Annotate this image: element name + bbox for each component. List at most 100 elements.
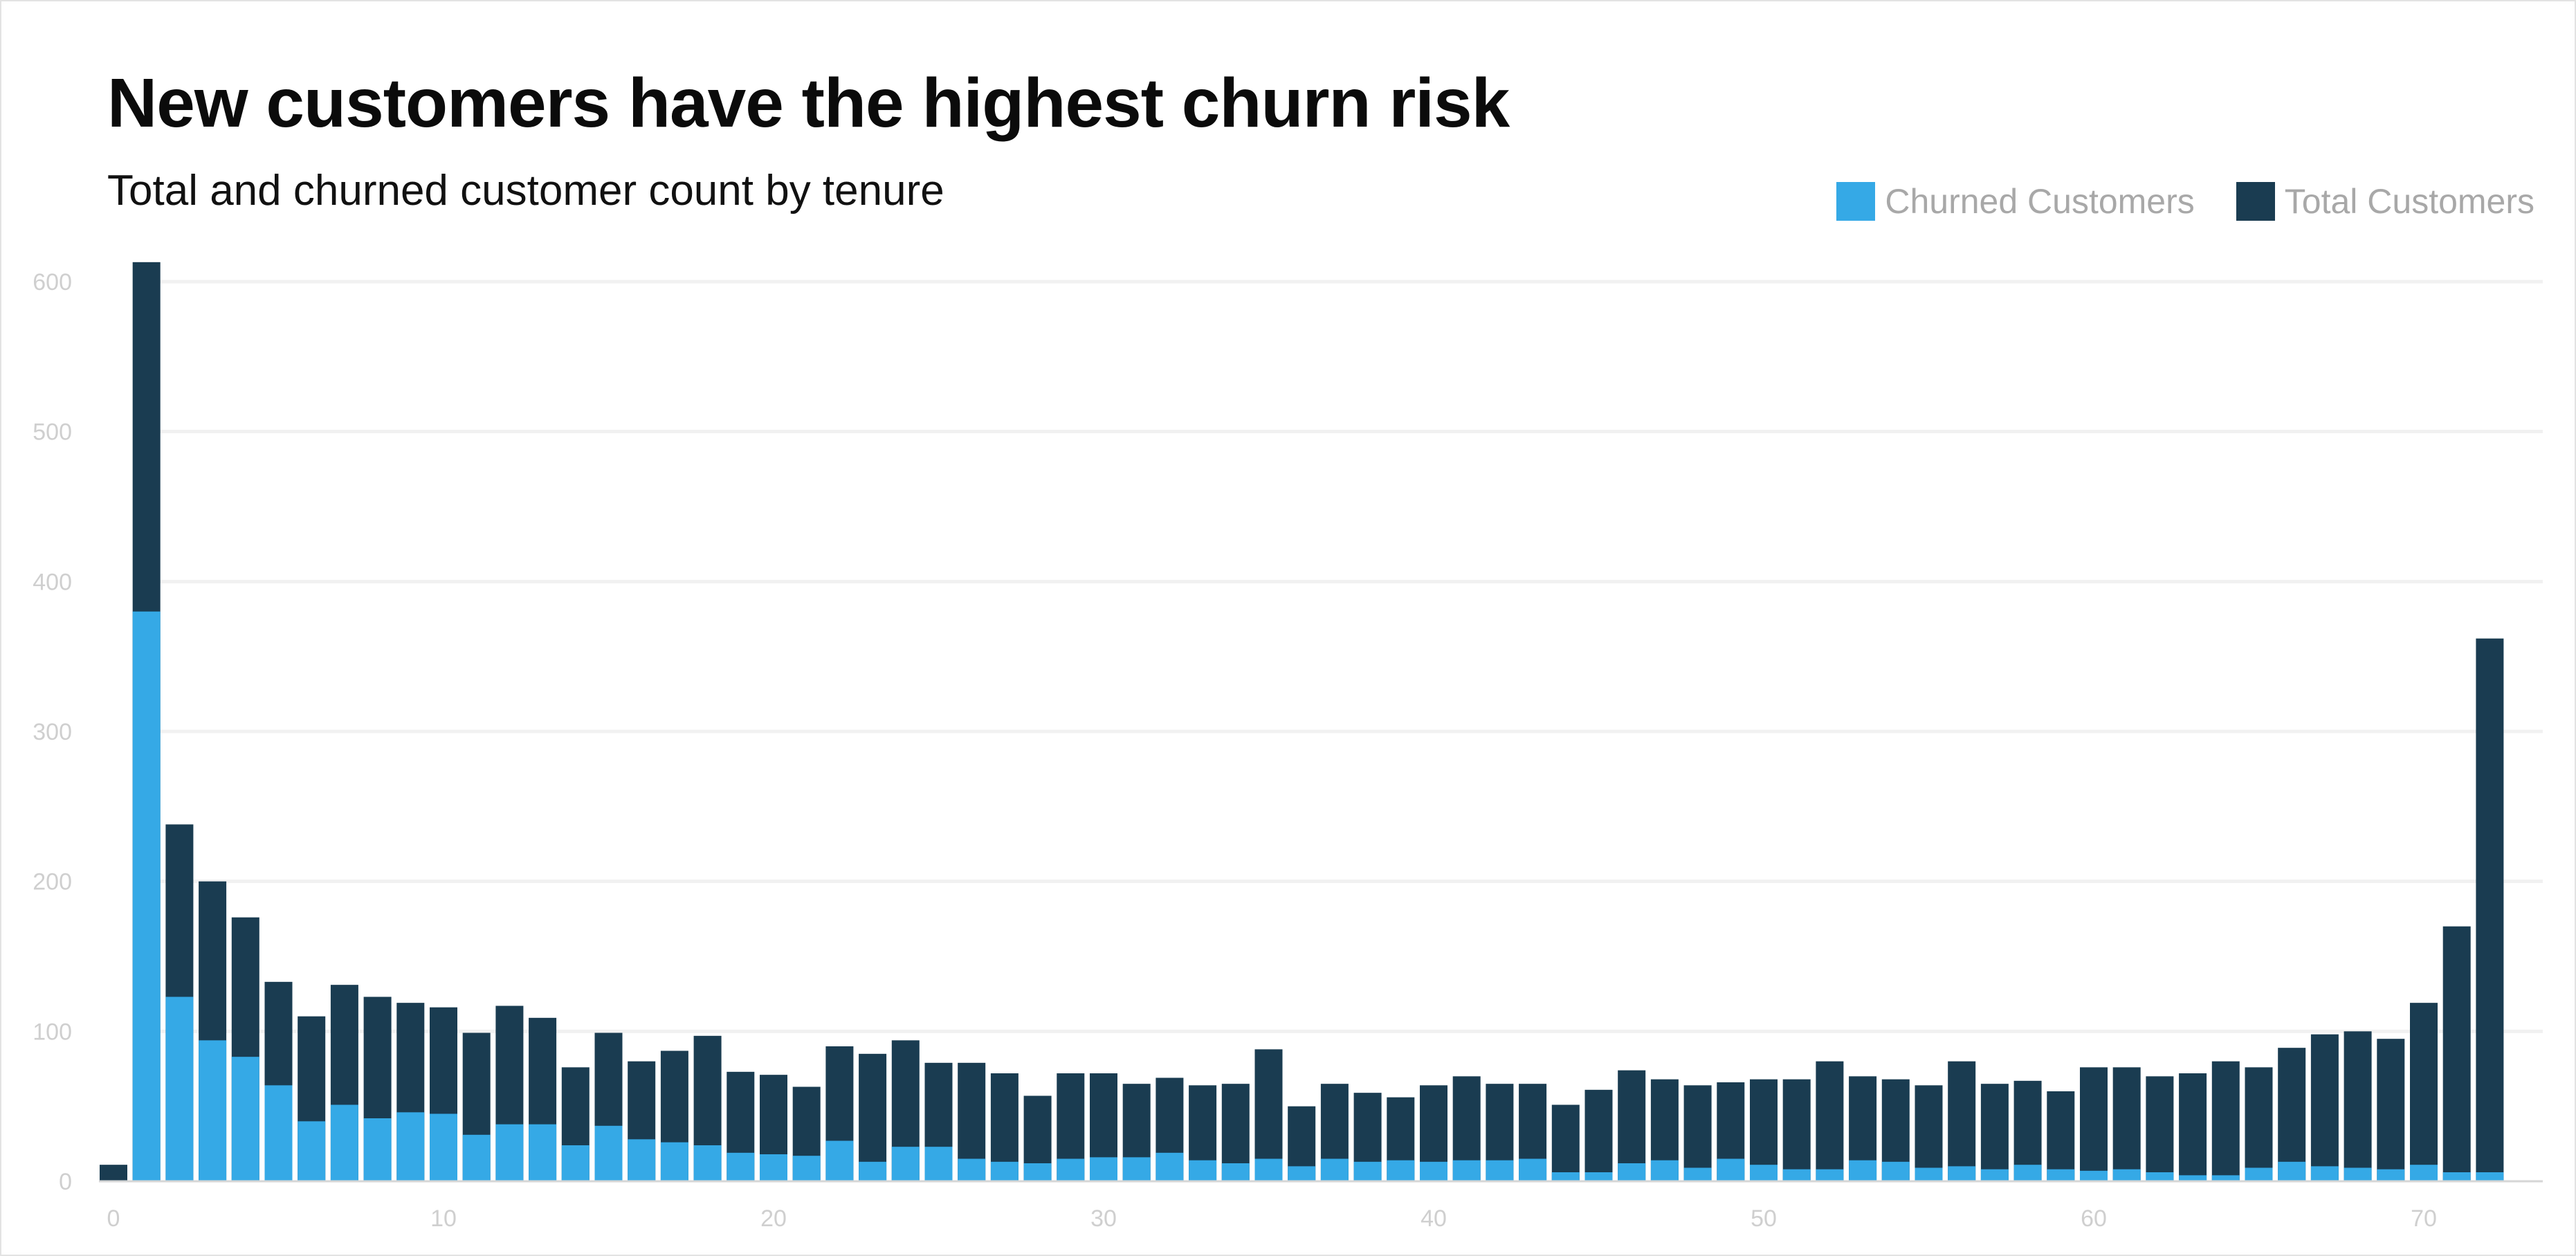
y-tick-label: 100 xyxy=(33,1019,72,1045)
bar-churned xyxy=(1122,1157,1151,1181)
chart-legend: Churned Customers Total Customers xyxy=(1836,181,2534,221)
bar-churned xyxy=(1288,1166,1316,1181)
bar-churned xyxy=(396,1112,425,1181)
y-tick-label: 0 xyxy=(59,1169,72,1195)
bar-total xyxy=(2245,1067,2273,1181)
x-tick-label: 50 xyxy=(1751,1205,1777,1232)
bar-total xyxy=(2278,1048,2306,1181)
bar-churned xyxy=(1683,1167,1712,1181)
bar-churned xyxy=(1452,1160,1481,1181)
bar-churned xyxy=(1816,1169,1844,1181)
bar-churned xyxy=(2245,1167,2273,1181)
bar-churned xyxy=(1221,1163,1250,1181)
x-tick-label: 40 xyxy=(1421,1205,1447,1232)
bar-churned xyxy=(2410,1165,2438,1181)
y-tick-label: 500 xyxy=(33,419,72,446)
bar-total xyxy=(1551,1104,1580,1181)
y-tick-label: 300 xyxy=(33,719,72,745)
bar-churned xyxy=(1155,1152,1184,1181)
legend-item-churned: Churned Customers xyxy=(1836,181,2195,221)
bar-churned xyxy=(231,1057,259,1181)
bar-churned xyxy=(132,611,161,1181)
y-tick-label: 400 xyxy=(33,569,72,595)
legend-label-churned: Churned Customers xyxy=(1885,182,2195,221)
bar-churned xyxy=(727,1152,755,1181)
bar-total xyxy=(1980,1084,2009,1181)
bar-churned xyxy=(561,1145,590,1181)
bar-total xyxy=(2179,1073,2207,1181)
bar-churned xyxy=(760,1154,787,1181)
bar-churned xyxy=(363,1118,392,1181)
bar-churned xyxy=(495,1124,524,1181)
bar-churned xyxy=(330,1104,358,1181)
bar-churned xyxy=(958,1158,986,1181)
bar-churned xyxy=(1980,1169,2009,1181)
bar-total xyxy=(2310,1034,2339,1181)
bar-churned xyxy=(1881,1161,1910,1181)
grid-lines xyxy=(159,280,2543,1033)
bar-churned xyxy=(1948,1166,1976,1181)
bar-total xyxy=(2410,1003,2438,1181)
x-tick-label: 20 xyxy=(760,1205,787,1232)
bar-churned xyxy=(1023,1163,1052,1181)
bar-churned xyxy=(1387,1160,1415,1181)
bar-total xyxy=(1948,1061,1976,1181)
bar-churned xyxy=(1618,1163,1646,1181)
bar-churned xyxy=(1486,1160,1514,1181)
x-tick-label: 60 xyxy=(2081,1205,2107,1232)
bar-churned xyxy=(2377,1169,2405,1181)
bar-total xyxy=(2013,1080,2042,1181)
bar-total xyxy=(100,1165,127,1181)
x-tick-label: 0 xyxy=(107,1205,120,1232)
bar-churned xyxy=(792,1156,821,1181)
bar-total xyxy=(2344,1031,2372,1181)
bar-churned xyxy=(1782,1169,1811,1181)
x-tick-label: 30 xyxy=(1090,1205,1117,1232)
bar-churned xyxy=(199,1040,227,1181)
bar-churned xyxy=(859,1161,887,1181)
bar-churned xyxy=(1849,1160,1877,1181)
bar-churned xyxy=(1915,1167,1943,1181)
bars xyxy=(100,262,2504,1181)
bar-churned xyxy=(462,1134,491,1181)
bar-churned xyxy=(2278,1161,2306,1181)
bar-churned xyxy=(2179,1175,2207,1181)
bar-churned xyxy=(2146,1172,2174,1181)
bar-churned xyxy=(628,1139,656,1181)
bar-total xyxy=(2112,1067,2141,1181)
chart-title: New customers have the highest churn ris… xyxy=(107,64,1510,142)
legend-item-total: Total Customers xyxy=(2236,181,2534,221)
bar-total xyxy=(859,1053,887,1181)
legend-label-total: Total Customers xyxy=(2284,182,2534,221)
bar-churned xyxy=(924,1147,953,1181)
bar-churned xyxy=(2112,1169,2141,1181)
bar-churned xyxy=(165,996,194,1181)
bar-total xyxy=(1782,1079,1811,1181)
bar-churned xyxy=(529,1124,557,1181)
bar-churned xyxy=(2013,1165,2042,1181)
bar-churned xyxy=(2310,1166,2339,1181)
bar-total xyxy=(2442,926,2471,1181)
bar-churned xyxy=(1750,1165,1778,1181)
y-axis: 0 100 200 300 400 500 600 xyxy=(33,269,72,1195)
bar-churned xyxy=(1090,1157,1117,1181)
bar-total xyxy=(2211,1061,2240,1181)
bar-total xyxy=(2377,1039,2405,1181)
bar-churned xyxy=(660,1142,688,1181)
bar-churned xyxy=(1189,1160,1217,1181)
bar-churned xyxy=(2211,1175,2240,1181)
x-axis: 0 10 20 30 40 50 60 70 xyxy=(99,1180,2543,1232)
x-tick-label: 10 xyxy=(430,1205,457,1232)
bar-churned xyxy=(1650,1160,1679,1181)
y-tick-label: 200 xyxy=(33,869,72,895)
chart-subtitle: Total and churned customer count by tenu… xyxy=(107,167,944,215)
bar-churned xyxy=(1353,1161,1382,1181)
bar-churned xyxy=(1320,1158,1349,1181)
bar-churned xyxy=(1519,1158,1547,1181)
bar-total xyxy=(2146,1076,2174,1181)
legend-swatch-churned xyxy=(1836,182,1876,221)
bar-churned xyxy=(430,1113,457,1181)
bar-churned xyxy=(2476,1172,2504,1181)
legend-swatch-total xyxy=(2236,182,2275,221)
